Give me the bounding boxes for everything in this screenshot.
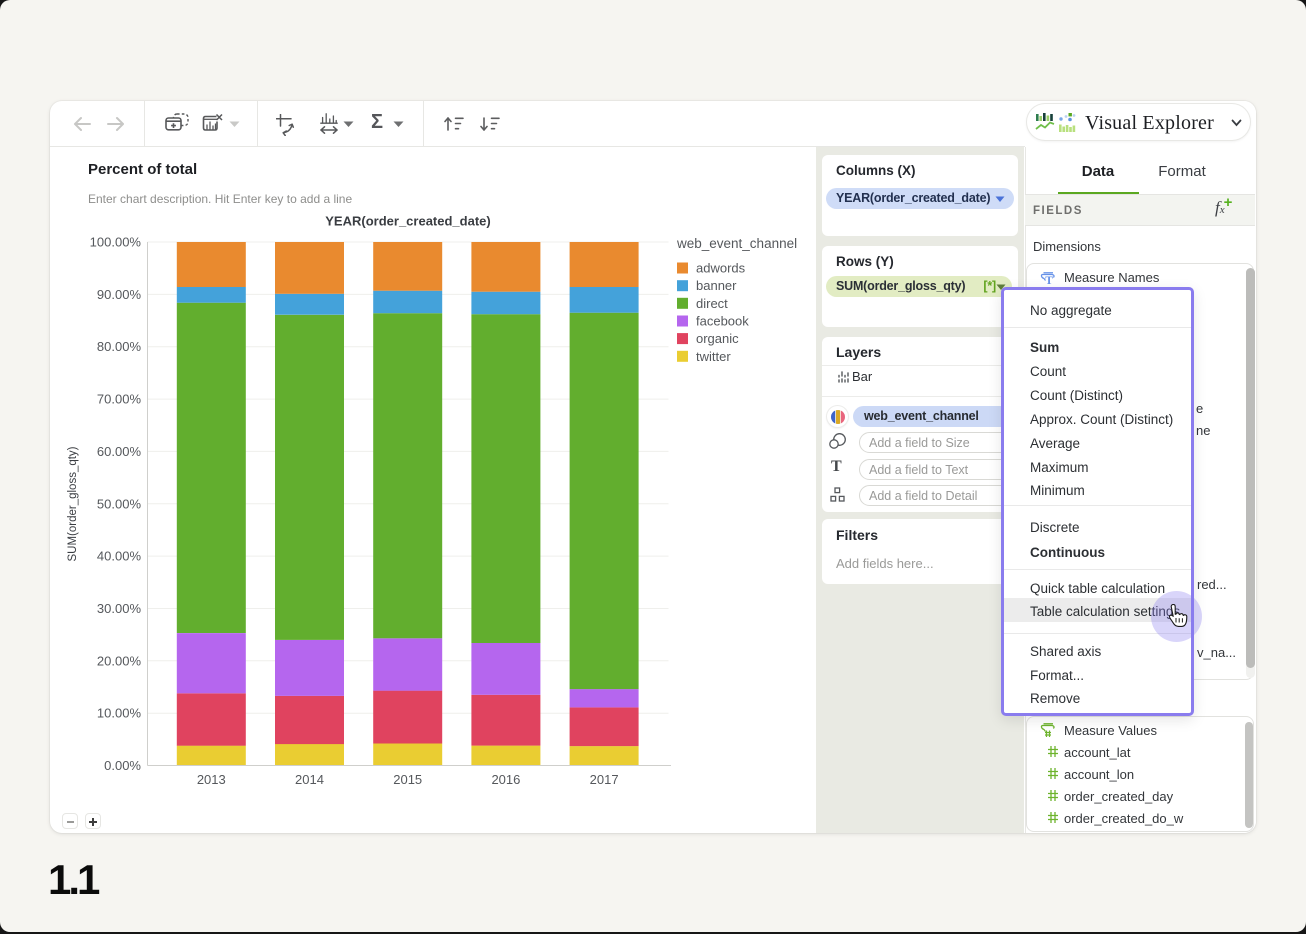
svg-text:SUM(order_gloss_qty): SUM(order_gloss_qty) — [67, 446, 79, 561]
svg-text:web_event_channel: web_event_channel — [676, 236, 797, 251]
svg-text:30.00%: 30.00% — [97, 601, 142, 616]
svg-text:70.00%: 70.00% — [97, 392, 142, 407]
svg-text:2016: 2016 — [491, 772, 520, 787]
svg-text:0.00%: 0.00% — [104, 758, 141, 773]
svg-text:80.00%: 80.00% — [97, 339, 142, 354]
svg-text:banner: banner — [696, 278, 737, 293]
svg-text:90.00%: 90.00% — [97, 287, 142, 302]
svg-text:10.00%: 10.00% — [97, 706, 142, 721]
svg-text:60.00%: 60.00% — [97, 444, 142, 459]
svg-text:T: T — [1045, 275, 1053, 285]
svg-text:100.00%: 100.00% — [90, 235, 142, 250]
svg-text:20.00%: 20.00% — [97, 653, 142, 668]
svg-text:organic: organic — [696, 331, 739, 346]
svg-text:40.00%: 40.00% — [97, 549, 142, 564]
svg-text:direct: direct — [696, 296, 728, 311]
svg-text:50.00%: 50.00% — [97, 496, 142, 511]
svg-text:2015: 2015 — [393, 772, 422, 787]
svg-text:adwords: adwords — [696, 261, 746, 276]
svg-text:2013: 2013 — [197, 772, 226, 787]
svg-text:2017: 2017 — [590, 772, 619, 787]
svg-text:2014: 2014 — [295, 772, 324, 787]
svg-text:facebook: facebook — [696, 314, 749, 329]
svg-text:YEAR(order_created_date): YEAR(order_created_date) — [325, 214, 490, 229]
svg-text:twitter: twitter — [696, 349, 731, 364]
